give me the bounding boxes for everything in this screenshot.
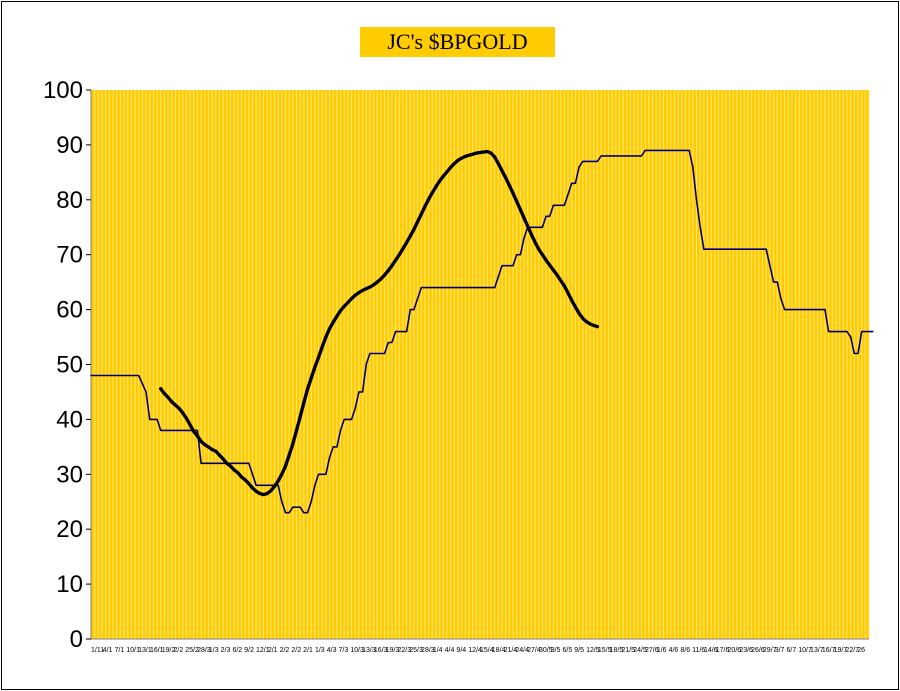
x-tick-label: 9/4 (456, 647, 466, 654)
x-tick-label: 1/11 (91, 647, 104, 654)
x-tick-label: 1/4 (433, 647, 443, 654)
x-tick-label: 1/3 (209, 647, 219, 654)
x-tick-label: 26 (857, 647, 865, 654)
x-tick-label: 10/3 (350, 647, 364, 654)
x-tick-label: 18/4 (492, 647, 506, 654)
x-tick-label: 6/2 (232, 647, 242, 654)
x-tick-label: 1/3 (315, 647, 325, 654)
x-tick-label: 7/3 (339, 647, 349, 654)
x-tick-label: 2/2 (174, 647, 184, 654)
chart-title: JC's $BPGOLD (360, 27, 555, 57)
x-tick-label: 26/6 (751, 647, 765, 654)
x-tick-label: 4/3 (327, 647, 337, 654)
x-tick-label: 19/2 (162, 647, 176, 654)
series-line-moving-average (159, 149, 600, 497)
y-tick-label: 0 (70, 626, 83, 653)
x-tick-label: 9/2 (244, 647, 254, 654)
x-tick-label: 2/2 (291, 647, 301, 654)
y-tick-label: 60 (56, 297, 83, 324)
x-tick-label: 8/6 (680, 647, 690, 654)
y-axis: 0 10 20 30 40 50 60 70 80 90 100 (43, 77, 869, 653)
x-tick-label: 13/3 (362, 647, 376, 654)
x-tick-label: 6/5 (563, 647, 573, 654)
x-tick-label: 11/6 (692, 647, 705, 654)
x-tick-label: 15/4 (480, 647, 494, 654)
x-tick-label: 28/3 (197, 647, 211, 654)
x-tick-label: 2/2 (280, 647, 290, 654)
x-tick-label: 6/7 (786, 647, 796, 654)
x-tick-label: 12/5 (586, 647, 600, 654)
y-tick-label: 50 (56, 352, 83, 379)
x-tick-label: 22/7 (845, 647, 859, 654)
y-tick-label: 90 (56, 132, 83, 159)
x-tick-label: 27/6 (645, 647, 659, 654)
y-tick-label: 40 (56, 406, 83, 433)
x-tick-label: 16/7 (822, 647, 836, 654)
x-tick-label: 25/3 (409, 647, 423, 654)
x-tick-label: 29/7 (763, 647, 777, 654)
x-tick-label: 23/6 (739, 647, 753, 654)
x-tick-label: 10/1 (126, 647, 140, 654)
y-tick-label: 80 (56, 187, 83, 214)
y-tick-label: 30 (56, 461, 83, 488)
x-tick-label: 4/6 (669, 647, 679, 654)
x-tick-label: 25/2 (185, 647, 199, 654)
x-tick-label: 24/4 (515, 647, 529, 654)
x-tick-label: 27/4 (527, 647, 541, 654)
x-tick-label: 16/3 (374, 647, 388, 654)
x-tick-label: 9/5 (574, 647, 584, 654)
series-group (90, 149, 874, 514)
x-tick-label: 2/3 (221, 647, 231, 654)
x-tick-label: 3/5 (551, 647, 561, 654)
x-tick-label: 7/1 (115, 647, 125, 654)
x-tick-label: 4/4 (445, 647, 455, 654)
x-tick-label: 13/1 (138, 647, 152, 654)
series-line-price (90, 149, 874, 514)
x-tick-label: 12/1 (256, 647, 270, 654)
x-tick-label: 19/3 (386, 647, 400, 654)
x-tick-label: 12/4 (468, 647, 482, 654)
y-tick-label: 100 (43, 77, 83, 104)
x-tick-label: 17/6 (716, 647, 730, 654)
x-tick-label: 15/5 (598, 647, 612, 654)
x-tick-label: 24/5 (633, 647, 647, 654)
x-tick-label: 30/5 (539, 647, 553, 654)
x-tick-label: 3/7 (775, 647, 785, 654)
gridlines (90, 90, 870, 639)
x-tick-label: 28/3 (421, 647, 435, 654)
y-tick-label: 20 (56, 516, 83, 543)
x-tick-label: 2/1 (303, 647, 313, 654)
x-tick-label: 18/5 (610, 647, 624, 654)
y-tick-label: 10 (56, 571, 83, 598)
y-tick-label: 70 (56, 242, 83, 269)
x-tick-label: 20/6 (728, 647, 742, 654)
x-tick-label: 1/6 (657, 647, 667, 654)
x-tick-label: 10/7 (798, 647, 812, 654)
x-tick-label: 19/7 (834, 647, 848, 654)
x-tick-label: 21/5 (621, 647, 635, 654)
x-tick-label: 21/4 (504, 647, 518, 654)
x-tick-label: 13/7 (810, 647, 824, 654)
x-tick-label: 14/6 (704, 647, 718, 654)
x-tick-label: 16/1 (150, 647, 164, 654)
x-tick-label: 2/1 (268, 647, 278, 654)
x-tick-label: 4/1 (103, 647, 113, 654)
x-axis: 1/114/1 7/1 10/113/116/119/22/2 25/228/31/3… (91, 647, 865, 654)
x-tick-label: 22/3 (397, 647, 411, 654)
